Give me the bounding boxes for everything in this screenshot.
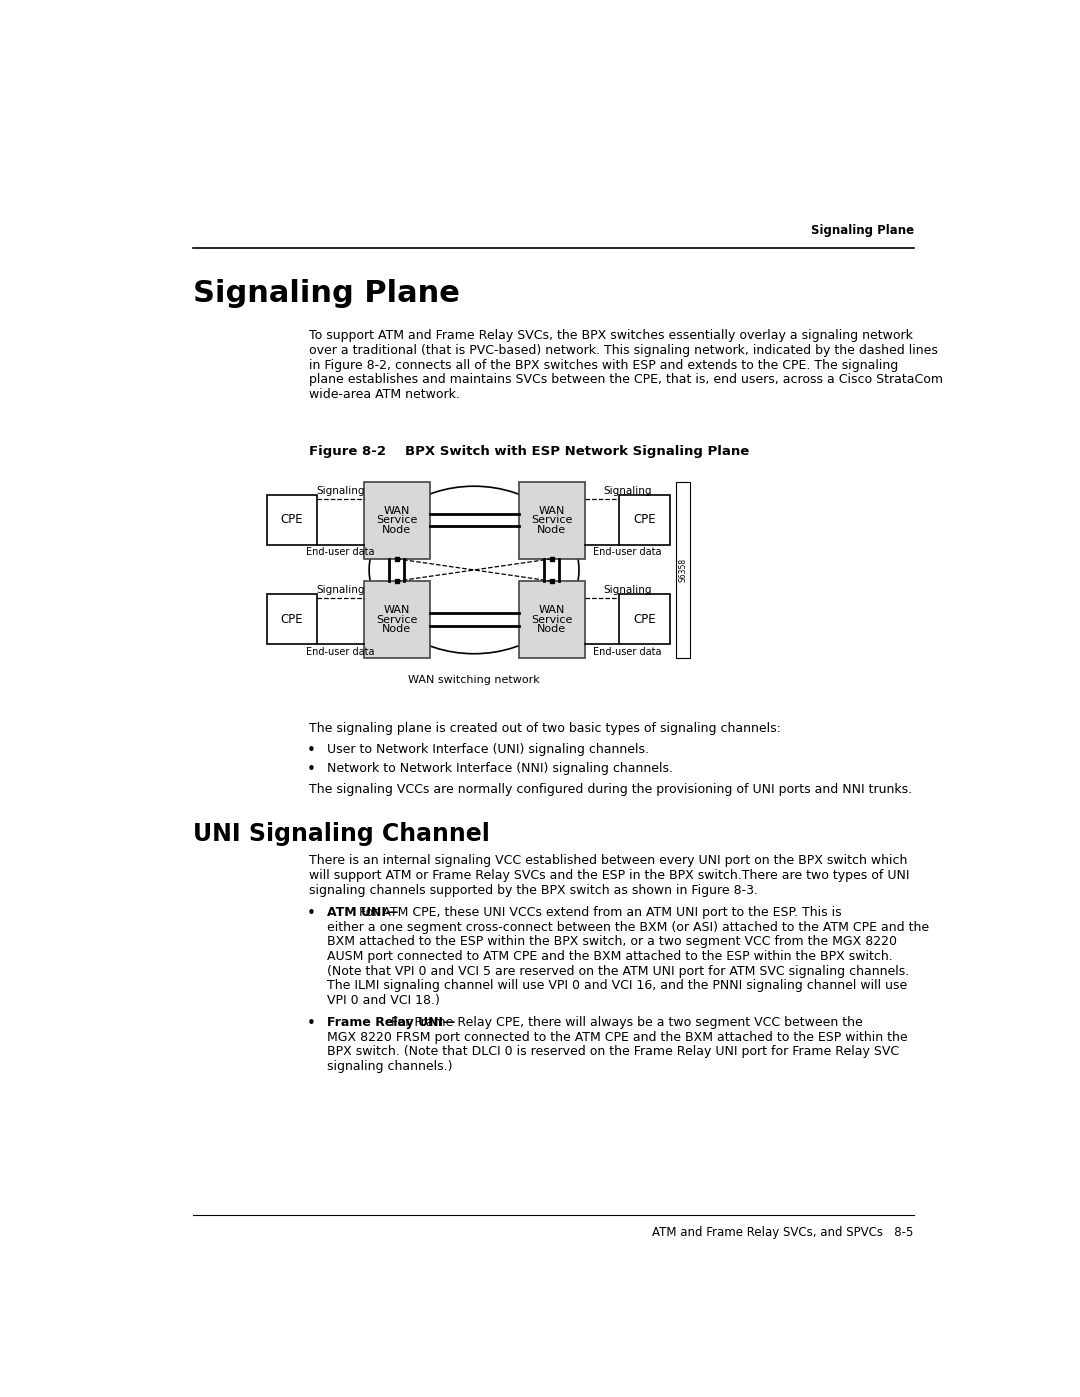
- Text: Service: Service: [531, 515, 572, 525]
- Text: Signaling: Signaling: [316, 486, 365, 496]
- Text: Node: Node: [537, 524, 566, 535]
- Bar: [267, 495, 318, 545]
- Text: S6358: S6358: [678, 557, 688, 583]
- Text: BPX Switch with ESP Network Signaling Plane: BPX Switch with ESP Network Signaling Pl…: [367, 444, 748, 458]
- Text: For ATM CPE, these UNI VCCs extend from an ATM UNI port to the ESP. This is: For ATM CPE, these UNI VCCs extend from …: [360, 907, 841, 919]
- Text: •: •: [307, 907, 316, 921]
- Text: will support ATM or Frame Relay SVCs and the ESP in the BPX switch.There are two: will support ATM or Frame Relay SVCs and…: [309, 869, 909, 882]
- Text: Signaling: Signaling: [316, 585, 365, 595]
- Text: either a one segment cross-connect between the BXM (or ASI) attached to the ATM : either a one segment cross-connect betwe…: [327, 921, 929, 933]
- Text: WAN switching network: WAN switching network: [408, 675, 540, 685]
- Text: WAN: WAN: [538, 506, 565, 515]
- Text: End-user data: End-user data: [306, 548, 375, 557]
- Text: Node: Node: [382, 524, 411, 535]
- Text: plane establishes and maintains SVCs between the CPE, that is, end users, across: plane establishes and maintains SVCs bet…: [309, 373, 943, 386]
- Text: Signaling Plane: Signaling Plane: [811, 224, 914, 237]
- Text: Signaling Plane: Signaling Plane: [193, 279, 460, 309]
- Text: User to Network Interface (UNI) signaling channels.: User to Network Interface (UNI) signalin…: [327, 743, 649, 756]
- Bar: [676, 482, 690, 658]
- Text: BXM attached to the ESP within the BPX switch, or a two segment VCC from the MGX: BXM attached to the ESP within the BPX s…: [327, 936, 897, 949]
- Text: End-user data: End-user data: [593, 548, 661, 557]
- Text: (Note that VPI 0 and VCI 5 are reserved on the ATM UNI port for ATM SVC signalin: (Note that VPI 0 and VCI 5 are reserved …: [327, 964, 909, 978]
- Text: wide-area ATM network.: wide-area ATM network.: [309, 388, 460, 401]
- Text: signaling channels supported by the BPX switch as shown in Figure 8-3.: signaling channels supported by the BPX …: [309, 884, 758, 897]
- Bar: [364, 482, 430, 559]
- Bar: [364, 581, 430, 658]
- Text: •: •: [307, 1016, 316, 1031]
- Text: ATM and Frame Relay SVCs, and SPVCs   8-5: ATM and Frame Relay SVCs, and SPVCs 8-5: [652, 1227, 914, 1239]
- Text: ATM UNI—: ATM UNI—: [327, 907, 399, 919]
- Text: Service: Service: [531, 615, 572, 624]
- Text: To support ATM and Frame Relay SVCs, the BPX switches essentially overlay a sign: To support ATM and Frame Relay SVCs, the…: [309, 330, 914, 342]
- Text: Network to Network Interface (NNI) signaling channels.: Network to Network Interface (NNI) signa…: [327, 763, 673, 775]
- Text: The signaling VCCs are normally configured during the provisioning of UNI ports : The signaling VCCs are normally configur…: [309, 782, 913, 796]
- Text: •: •: [307, 763, 316, 777]
- Text: End-user data: End-user data: [306, 647, 375, 657]
- Text: Signaling: Signaling: [603, 585, 651, 595]
- Text: UNI Signaling Channel: UNI Signaling Channel: [193, 823, 490, 847]
- Bar: [518, 482, 584, 559]
- Text: signaling channels.): signaling channels.): [327, 1060, 453, 1073]
- Text: End-user data: End-user data: [593, 647, 661, 657]
- Text: There is an internal signaling VCC established between every UNI port on the BPX: There is an internal signaling VCC estab…: [309, 855, 908, 868]
- Bar: [619, 495, 670, 545]
- Text: CPE: CPE: [281, 613, 303, 626]
- Text: CPE: CPE: [633, 514, 656, 527]
- Text: WAN: WAN: [538, 605, 565, 616]
- Text: Service: Service: [376, 515, 417, 525]
- Text: Service: Service: [376, 615, 417, 624]
- Text: Node: Node: [382, 624, 411, 634]
- Text: over a traditional (that is PVC-based) network. This signaling network, indicate: over a traditional (that is PVC-based) n…: [309, 344, 939, 358]
- Bar: [518, 581, 584, 658]
- Text: in Figure 8-2, connects all of the BPX switches with ESP and extends to the CPE.: in Figure 8-2, connects all of the BPX s…: [309, 359, 899, 372]
- Text: For Frame Relay CPE, there will always be a two segment VCC between the: For Frame Relay CPE, there will always b…: [391, 1016, 863, 1030]
- Bar: [619, 594, 670, 644]
- Text: WAN: WAN: [383, 506, 409, 515]
- Text: Node: Node: [537, 624, 566, 634]
- Text: Signaling: Signaling: [603, 486, 651, 496]
- Text: VPI 0 and VCI 18.): VPI 0 and VCI 18.): [327, 993, 440, 1007]
- Text: WAN: WAN: [383, 605, 409, 616]
- Text: BPX switch. (Note that DLCI 0 is reserved on the Frame Relay UNI port for Frame : BPX switch. (Note that DLCI 0 is reserve…: [327, 1045, 900, 1059]
- Bar: [267, 594, 318, 644]
- Text: The signaling plane is created out of two basic types of signaling channels:: The signaling plane is created out of tw…: [309, 722, 781, 735]
- Text: The ILMI signaling channel will use VPI 0 and VCI 16, and the PNNI signaling cha: The ILMI signaling channel will use VPI …: [327, 979, 907, 992]
- Text: •: •: [307, 743, 316, 757]
- Text: CPE: CPE: [633, 613, 656, 626]
- Text: AUSM port connected to ATM CPE and the BXM attached to the ESP within the BPX sw: AUSM port connected to ATM CPE and the B…: [327, 950, 893, 963]
- Text: CPE: CPE: [281, 514, 303, 527]
- Text: Frame Relay UNI—: Frame Relay UNI—: [327, 1016, 456, 1030]
- Text: MGX 8220 FRSM port connected to the ATM CPE and the BXM attached to the ESP with: MGX 8220 FRSM port connected to the ATM …: [327, 1031, 908, 1044]
- Text: Figure 8-2: Figure 8-2: [309, 444, 387, 458]
